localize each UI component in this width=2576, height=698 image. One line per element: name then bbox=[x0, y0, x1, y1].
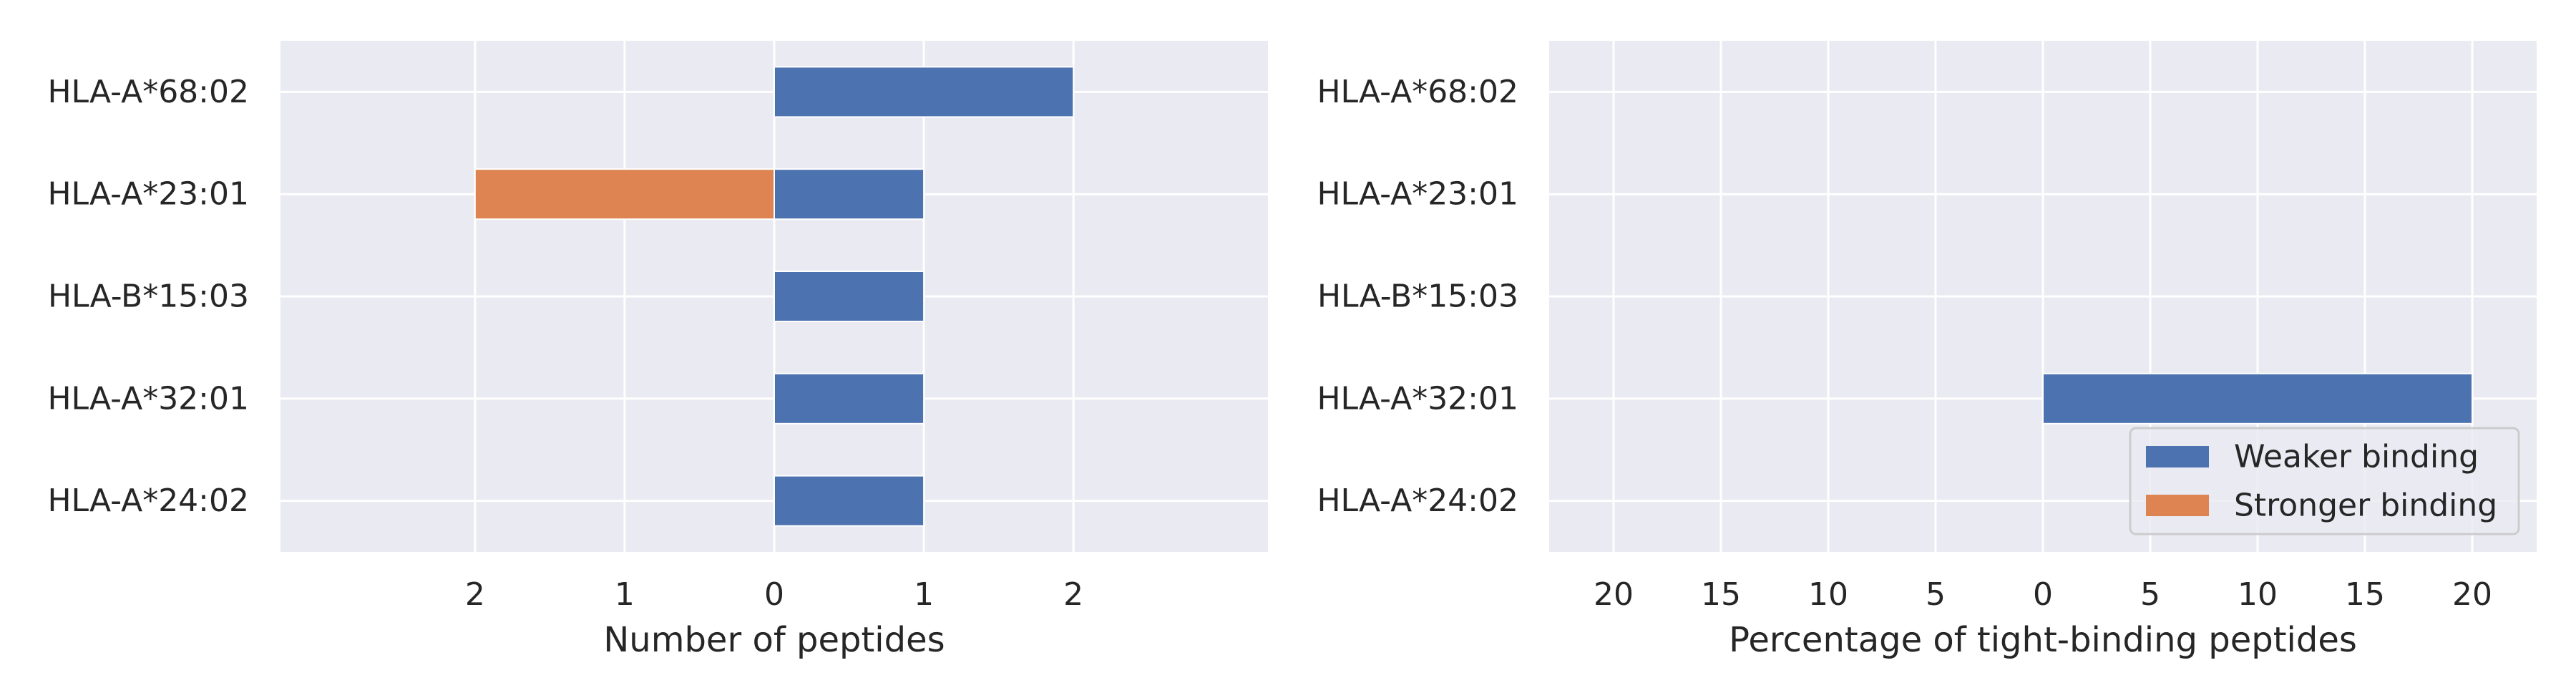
legend-box bbox=[2129, 427, 2520, 535]
bar-weaker-2 bbox=[774, 168, 925, 220]
bar-weaker-5 bbox=[774, 475, 925, 527]
x-tick-label: 10 bbox=[2238, 576, 2278, 613]
y-tick-label: HLA-A*24:02 bbox=[1317, 483, 1518, 519]
x-tick-label: 2 bbox=[1063, 576, 1083, 613]
x-axis-label: Percentage of tight-binding peptides bbox=[1729, 620, 2357, 660]
x-tick-label: 20 bbox=[1594, 576, 1634, 613]
bar-weaker-3 bbox=[774, 271, 925, 322]
x-tick-label: 1 bbox=[615, 576, 635, 613]
x-tick-label: 10 bbox=[1808, 576, 1848, 613]
bar-weaker-4 bbox=[2042, 372, 2473, 425]
x-tick-label: 15 bbox=[2345, 576, 2385, 613]
x-tick-label: 0 bbox=[764, 576, 784, 613]
y-tick-label: HLA-B*15:03 bbox=[48, 278, 249, 315]
bar-weaker-4 bbox=[774, 372, 925, 425]
legend-swatch-2 bbox=[2146, 495, 2209, 516]
legend-swatch-1 bbox=[2146, 446, 2209, 467]
legend-label-1: Weaker binding bbox=[2234, 439, 2479, 475]
bar-stronger-2 bbox=[474, 168, 775, 220]
y-tick-label: HLA-A*68:02 bbox=[47, 74, 249, 110]
y-tick-label: HLA-A*68:02 bbox=[1317, 74, 1518, 110]
x-tick-label: 0 bbox=[2033, 576, 2053, 613]
bar-weaker-1 bbox=[774, 66, 1075, 118]
y-tick-label: HLA-A*32:01 bbox=[1317, 380, 1518, 417]
x-tick-label: 15 bbox=[1701, 576, 1741, 613]
y-tick-label: HLA-A*24:02 bbox=[47, 483, 249, 519]
x-tick-label: 2 bbox=[465, 576, 485, 613]
y-tick-label: HLA-A*23:01 bbox=[47, 176, 249, 213]
x-tick-label: 1 bbox=[914, 576, 934, 613]
y-tick-label: HLA-B*15:03 bbox=[1317, 278, 1518, 315]
legend-label-2: Stronger binding bbox=[2234, 488, 2497, 524]
x-tick-label: 5 bbox=[2140, 576, 2160, 613]
y-tick-label: HLA-A*32:01 bbox=[47, 380, 249, 417]
y-tick-label: HLA-A*23:01 bbox=[1317, 176, 1518, 213]
x-axis-label: Number of peptides bbox=[603, 620, 945, 660]
x-tick-label: 5 bbox=[1926, 576, 1946, 613]
x-tick-label: 20 bbox=[2452, 576, 2492, 613]
